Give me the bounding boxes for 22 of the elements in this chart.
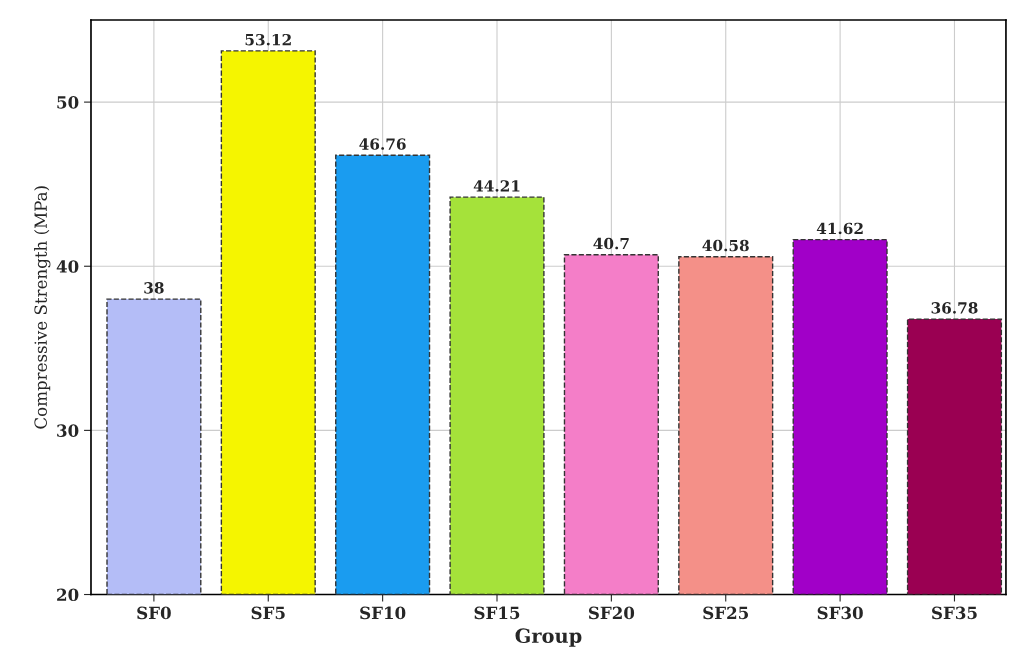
y-tick-label: 50: [57, 96, 79, 109]
y-tick-label: 30: [57, 424, 79, 437]
x-tick-label: SF20: [588, 606, 635, 620]
data-label: 36.78: [931, 302, 978, 314]
data-label: 41.62: [816, 222, 863, 235]
y-tick-label: 40: [56, 260, 79, 273]
data-label: 53.12: [245, 33, 291, 46]
data-label: 40.7: [593, 237, 629, 250]
y-tick-label: 20: [57, 588, 79, 602]
x-tick-label: SF10: [360, 606, 406, 620]
data-label: 46.76: [359, 138, 406, 150]
data-label: 44.21: [473, 180, 520, 192]
x-tick-label: SF35: [932, 606, 977, 620]
x-tick-label: SF0: [137, 606, 171, 620]
data-label: 38: [144, 282, 164, 294]
y-axis-title: Compressive Strength (MPa): [34, 186, 51, 429]
x-tick-label: SF15: [474, 606, 520, 620]
x-tick-label: SF30: [817, 606, 863, 620]
data-label: 40.58: [702, 239, 749, 252]
x-axis-title: Group: [515, 628, 582, 647]
x-tick-label: SF25: [703, 606, 749, 620]
x-tick-label: SF5: [251, 606, 285, 620]
